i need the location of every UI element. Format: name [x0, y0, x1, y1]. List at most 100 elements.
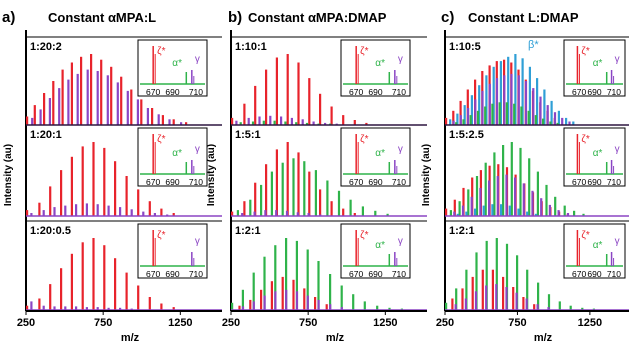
spectrum-bar — [114, 258, 117, 310]
spectrum-bar — [273, 120, 276, 125]
spectrum-bar — [60, 268, 63, 310]
spectrum-bar — [75, 306, 78, 310]
inset-box — [137, 127, 208, 187]
spectrum-bar — [582, 213, 585, 216]
spectrum-bar — [151, 108, 154, 125]
x-axis-label: m/z — [534, 332, 553, 344]
spectrum-bar — [342, 208, 345, 216]
spectrum-bar — [281, 276, 284, 310]
spectrum-bar — [64, 306, 67, 310]
spectrum-bar — [445, 302, 448, 310]
spectrum-bar — [558, 301, 561, 310]
spectrum-bar — [349, 199, 352, 216]
spectrum-bar — [114, 161, 117, 216]
spectrum-bar — [485, 75, 488, 125]
spectrum-bar — [342, 115, 345, 125]
inset-tick-label: 690 — [165, 177, 179, 187]
spectrum-bar — [461, 205, 465, 216]
inset-tick-label: 670 — [572, 177, 586, 187]
spectrum-bar — [33, 105, 36, 125]
spectrum-bar — [168, 119, 171, 125]
spectrum-bar — [475, 252, 478, 310]
panel-title: Constant αMPA:DMAP — [248, 10, 387, 25]
spectrum-bar — [281, 162, 284, 216]
spectrum-bar — [353, 120, 356, 125]
spectrum-bar — [361, 206, 364, 216]
spectrum-bar — [42, 305, 45, 310]
inset-alpha-label: α* — [593, 240, 603, 251]
ratio-label: 1:10:1 — [235, 41, 267, 53]
ratio-label: 1:10:5 — [449, 41, 481, 53]
spectrum-bar — [534, 115, 537, 125]
spectrum-bar — [295, 122, 298, 125]
inset-zeta-label: ζ* — [360, 46, 368, 57]
spectrum-bar — [308, 171, 311, 216]
spectrum-bar — [462, 187, 465, 216]
spectrum-bar — [550, 100, 553, 125]
inset-box — [340, 223, 411, 279]
y-axis-label: Intensity (au) — [206, 144, 217, 206]
spectrum-bar — [581, 307, 584, 310]
panel-title: Constant αMPA:L — [48, 10, 156, 25]
inset-gamma-label: γ — [195, 144, 200, 155]
spectrum-bar — [119, 207, 122, 216]
spectrum-bar — [526, 211, 529, 216]
spectrum-bar — [374, 210, 377, 216]
spectrum-bar — [505, 174, 508, 216]
spectrum-bar — [81, 242, 84, 310]
spectrum-bar — [561, 117, 564, 125]
spectrum-bar — [531, 190, 534, 216]
spectrum-bar — [96, 71, 99, 125]
spectrum-bar — [64, 205, 67, 216]
spectrum-bar — [265, 164, 268, 216]
inset-zeta-label: ζ* — [581, 134, 589, 145]
spectrum-bar — [319, 189, 322, 216]
inset-tick-label: 710 — [189, 269, 203, 279]
spectrum-bar — [503, 75, 506, 125]
spectrum-bar — [522, 183, 525, 216]
spectrum-bar — [275, 57, 278, 125]
spectrum-bar — [554, 196, 557, 216]
spectrum-bar — [536, 304, 539, 310]
x-tick-label: 1250 — [168, 317, 192, 329]
spectrum-bar — [498, 102, 501, 125]
spectrum-bar — [243, 103, 246, 125]
inset-gamma-label: γ — [615, 54, 620, 65]
spectrum-bar — [252, 301, 255, 310]
spectrum-bar — [76, 73, 79, 125]
x-axis-label: m/z — [326, 332, 345, 344]
spectrum-bar — [545, 184, 548, 216]
spectrum-bar — [107, 205, 110, 216]
spectrum-bar — [479, 187, 482, 216]
spectrum-bar — [449, 119, 452, 125]
inset-tick-label: 670 — [349, 87, 363, 97]
inset-box — [563, 127, 626, 187]
inset-tick-label: 710 — [392, 87, 406, 97]
spectrum-bar — [303, 161, 306, 216]
spectrum-bar — [297, 62, 300, 125]
spectrum-bar — [465, 211, 468, 216]
spectrum-bar — [517, 75, 520, 125]
spectrum-bar — [522, 297, 525, 310]
spectrum-bar — [519, 147, 522, 216]
spectrum-bar — [557, 110, 560, 125]
spectrum-bar — [67, 79, 70, 125]
spectrum-bar — [49, 284, 52, 310]
inset-box — [137, 39, 208, 97]
spectrum-bar — [31, 117, 34, 125]
spectrum-bar — [241, 289, 244, 310]
spectrum-bar — [463, 105, 466, 125]
spectrum-bar — [286, 54, 289, 125]
spectrum-bar — [92, 142, 95, 216]
inset-alpha-label: α* — [172, 148, 182, 159]
spectrum-bar — [528, 66, 531, 125]
spectrum-bar — [295, 240, 298, 310]
spectrum-bar — [26, 116, 29, 125]
spectrum-bar — [470, 95, 473, 125]
spectrum-bar — [160, 208, 163, 216]
x-tick-label: 750 — [299, 317, 317, 329]
spectrum-bar — [38, 298, 41, 310]
spectrum-bar — [172, 213, 175, 216]
spectrum-bar — [452, 120, 455, 125]
spectrum-bar — [80, 56, 83, 125]
